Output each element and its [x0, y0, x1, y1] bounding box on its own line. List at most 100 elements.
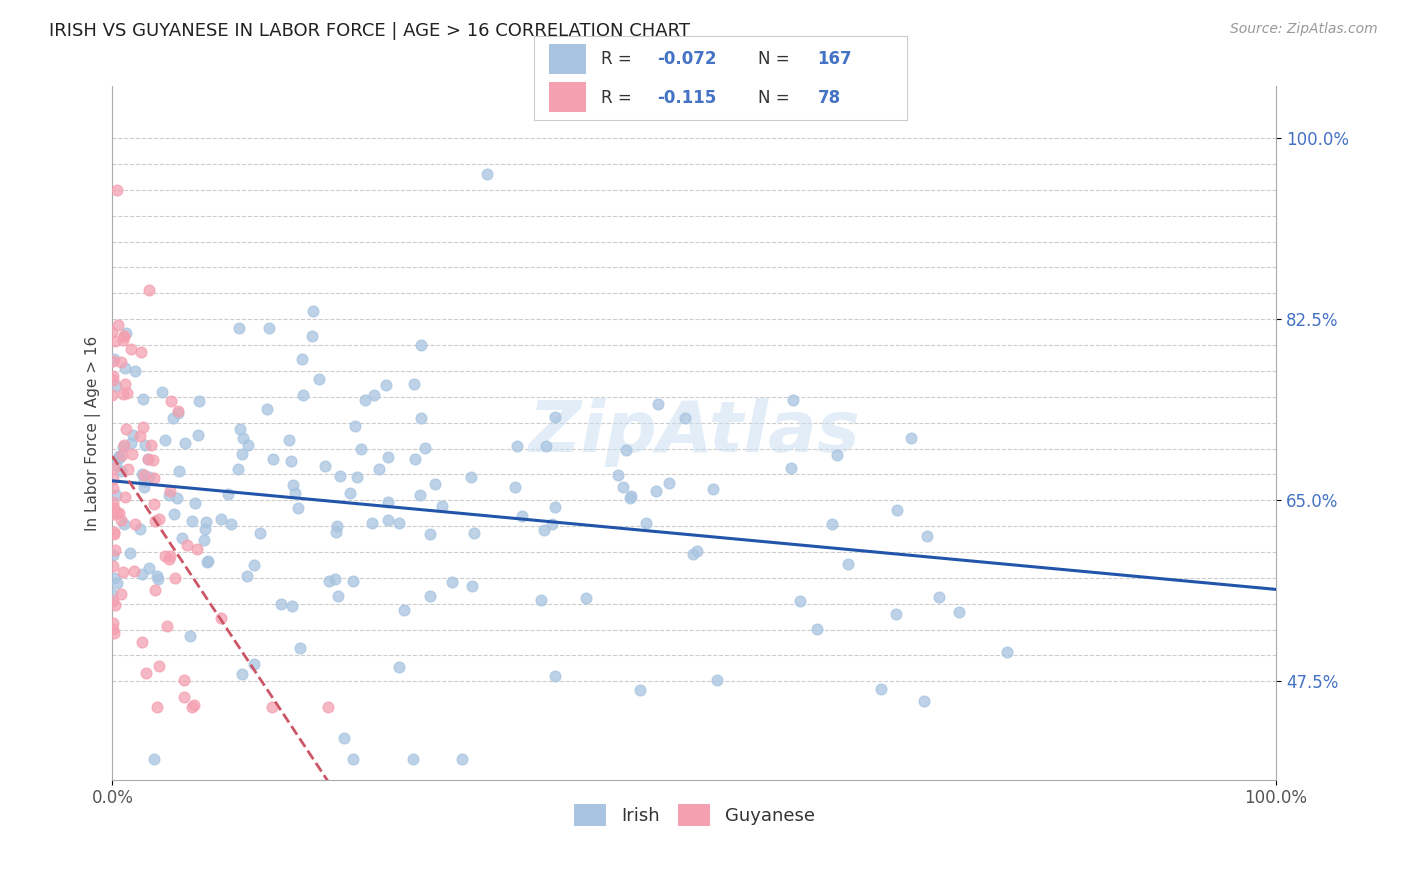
- Point: [658, 475, 681, 490]
- Text: R =: R =: [602, 88, 643, 106]
- Point: [173, 690, 195, 705]
- Point: [103, 351, 125, 366]
- Point: [377, 450, 399, 464]
- Point: [107, 318, 129, 332]
- Point: [409, 337, 432, 351]
- Point: [103, 524, 125, 539]
- Point: [503, 480, 526, 494]
- Point: [143, 514, 166, 528]
- Point: [121, 436, 143, 450]
- Point: [342, 574, 364, 588]
- Point: [619, 491, 641, 505]
- Point: [124, 364, 146, 378]
- Point: [150, 385, 173, 400]
- Point: [884, 607, 907, 621]
- Point: [540, 516, 562, 531]
- Point: [332, 731, 354, 746]
- Point: [388, 516, 411, 531]
- Point: [115, 326, 138, 340]
- Point: [105, 183, 128, 197]
- Point: [142, 471, 165, 485]
- Point: [544, 669, 567, 683]
- Point: [287, 500, 309, 515]
- Point: [280, 599, 302, 613]
- Point: [450, 752, 472, 766]
- Point: [122, 427, 145, 442]
- Point: [108, 506, 131, 520]
- Point: [821, 517, 844, 532]
- Point: [706, 673, 728, 687]
- Point: [259, 320, 281, 334]
- Point: [534, 439, 557, 453]
- Text: 78: 78: [817, 88, 841, 106]
- Point: [132, 468, 155, 483]
- Point: [103, 625, 125, 640]
- Point: [105, 458, 128, 472]
- Point: [156, 619, 179, 633]
- Point: [187, 427, 209, 442]
- Point: [368, 461, 391, 475]
- Point: [409, 487, 432, 501]
- Point: [226, 461, 249, 475]
- Point: [157, 487, 180, 501]
- Point: [308, 372, 330, 386]
- Point: [183, 698, 205, 713]
- Point: [112, 440, 135, 454]
- Text: -0.072: -0.072: [657, 50, 717, 68]
- Point: [928, 591, 950, 605]
- Point: [186, 541, 208, 556]
- Point: [404, 451, 426, 466]
- Point: [104, 334, 127, 348]
- Point: [166, 491, 188, 506]
- Point: [423, 476, 446, 491]
- Point: [544, 410, 567, 425]
- Point: [441, 574, 464, 589]
- Point: [363, 388, 385, 402]
- Text: 167: 167: [817, 50, 852, 68]
- Point: [103, 527, 125, 541]
- Point: [411, 410, 433, 425]
- Point: [256, 402, 278, 417]
- Point: [228, 320, 250, 334]
- Point: [138, 451, 160, 466]
- Point: [995, 645, 1018, 659]
- Point: [219, 517, 242, 532]
- Bar: [550, 44, 586, 74]
- Point: [131, 635, 153, 649]
- Point: [131, 567, 153, 582]
- Point: [167, 406, 190, 420]
- Point: [780, 461, 803, 475]
- Point: [108, 451, 131, 466]
- Point: [283, 477, 305, 491]
- Point: [344, 419, 367, 434]
- Point: [101, 507, 124, 521]
- Point: [108, 450, 131, 464]
- Point: [132, 480, 155, 494]
- Point: [110, 513, 132, 527]
- Point: [229, 422, 252, 436]
- Point: [326, 519, 349, 533]
- Point: [153, 433, 176, 447]
- Point: [292, 387, 315, 401]
- Point: [291, 351, 314, 366]
- Point: [328, 589, 350, 603]
- Point: [235, 569, 257, 583]
- Point: [159, 483, 181, 498]
- Point: [176, 538, 198, 552]
- Point: [167, 464, 190, 478]
- Point: [112, 328, 135, 343]
- Text: IRISH VS GUYANESE IN LABOR FORCE | AGE > 16 CORRELATION CHART: IRISH VS GUYANESE IN LABOR FORCE | AGE >…: [49, 22, 690, 40]
- Point: [153, 549, 176, 564]
- Point: [211, 611, 233, 625]
- Point: [825, 448, 848, 462]
- Point: [103, 571, 125, 585]
- Point: [143, 582, 166, 597]
- Point: [242, 558, 264, 573]
- Point: [108, 450, 131, 464]
- Point: [188, 393, 211, 408]
- Point: [101, 623, 124, 637]
- Point: [117, 461, 139, 475]
- Point: [870, 681, 893, 696]
- Point: [129, 344, 152, 359]
- Point: [682, 547, 704, 561]
